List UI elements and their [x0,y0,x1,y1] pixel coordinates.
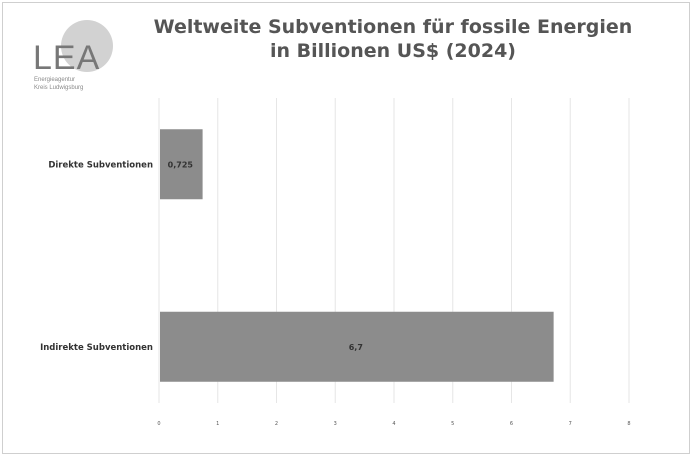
x-tick-label: 8 [627,421,630,427]
category-label: Indirekte Subventionen [40,343,153,353]
x-tick-label: 4 [392,421,395,427]
x-tick-label: 1 [216,421,219,427]
x-tick-label: 6 [510,421,513,427]
x-tick-label: 2 [275,421,278,427]
bar [160,129,203,200]
x-tick-label: 5 [451,421,454,427]
logo-circle-icon [61,20,113,72]
bar-chart: 0 1 2 3 4 5 6 7 8 0,725 Direkte Subventionen 6,7 Ind… [40,98,631,427]
x-tick-label: 7 [569,421,572,427]
logo-subtitle-line1: Energieagentur [34,77,76,83]
chart-title-line1: Weltweite Subventionen für fossile Energ… [153,16,633,38]
logo-text: LEA [33,39,101,77]
chart-title: Weltweite Subventionen für fossile Energ… [143,15,643,63]
bar [160,311,554,382]
x-tick-label: 3 [334,421,337,427]
bar-value-label: 0,725 [168,160,194,169]
logo-subtitle-line2: Kreis Ludwigsburg [34,85,84,91]
x-tick-label: 0 [157,421,160,427]
bar-value-label: 6,7 [349,343,363,352]
category-label: Direkte Subventionen [48,160,153,170]
chart-title-line2: in Billionen US$ (2024) [270,40,516,62]
